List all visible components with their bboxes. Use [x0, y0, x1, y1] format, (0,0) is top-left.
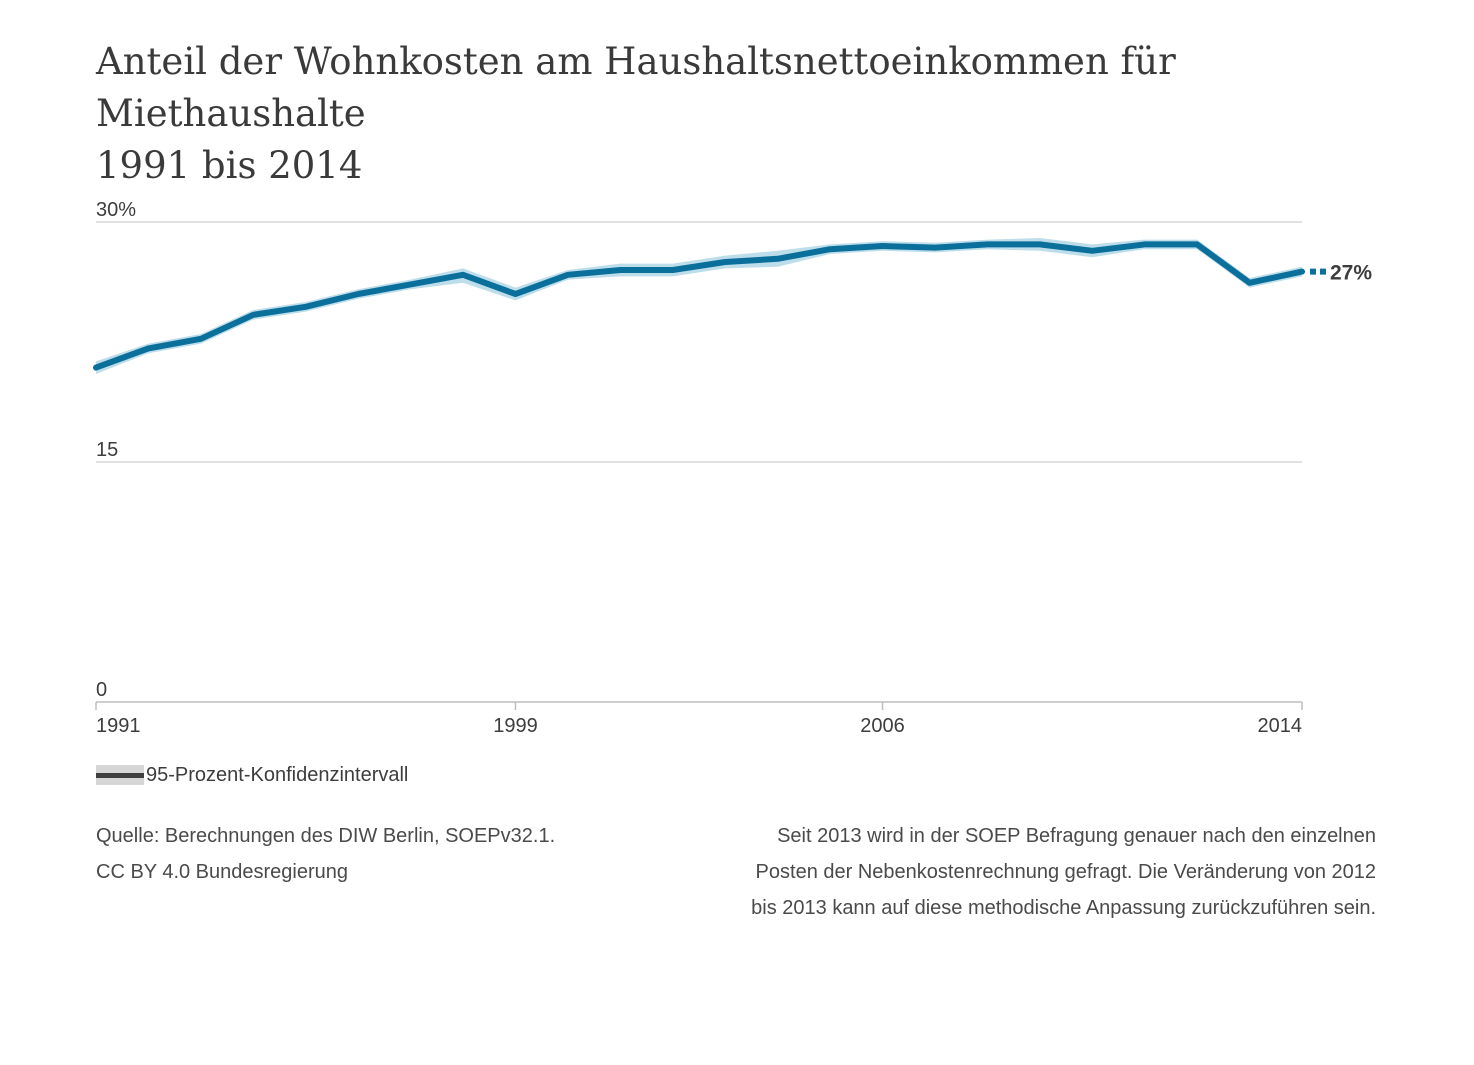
confidence-band: [96, 238, 1302, 374]
chart-title: Anteil der Wohnkosten am Haushaltsnettoe…: [96, 36, 1416, 192]
legend-swatch-confidence-interval: [96, 765, 144, 785]
x-tick-label-2014: 2014: [1258, 715, 1303, 737]
x-tick-label-1991: 1991: [96, 715, 141, 737]
y-tick-label-0: 0: [96, 679, 107, 701]
source-line-2: CC BY 4.0 Bundesregierung: [96, 861, 349, 883]
series-line: [93, 241, 1305, 371]
line-chart: 30% 15 0 1991 1999 2006 2014 27%: [93, 199, 1372, 737]
confidence-band-layer: [96, 238, 1302, 374]
y-tick-label-15: 15: [96, 439, 118, 461]
legend: 95-Prozent-Konfidenzintervall: [96, 762, 408, 788]
x-tick-label-2006: 2006: [860, 715, 905, 737]
source-line-1: Quelle: Berechnungen des DIW Berlin, SOE…: [96, 825, 556, 847]
series-line-layer: [93, 241, 1326, 371]
chart-title-line-2: 1991 bis 2014: [96, 144, 363, 187]
tick-label-layer: 30% 15 0 1991 1999 2006 2014 27%: [96, 199, 1372, 737]
legend-label: 95-Prozent-Konfidenzintervall: [146, 763, 409, 786]
end-value-label: 27%: [1330, 262, 1372, 285]
chart-title-line-1: Anteil der Wohnkosten am Haushaltsnettoe…: [96, 40, 1176, 135]
methodology-note: Seit 2013 wird in der SOEP Befragung gen…: [751, 825, 1376, 919]
y-tick-label-30: 30%: [96, 199, 136, 221]
x-tick-label-1999: 1999: [493, 715, 538, 737]
gridlines: [95, 221, 1303, 710]
source-note: Quelle: Berechnungen des DIW Berlin, SOE…: [96, 818, 555, 890]
